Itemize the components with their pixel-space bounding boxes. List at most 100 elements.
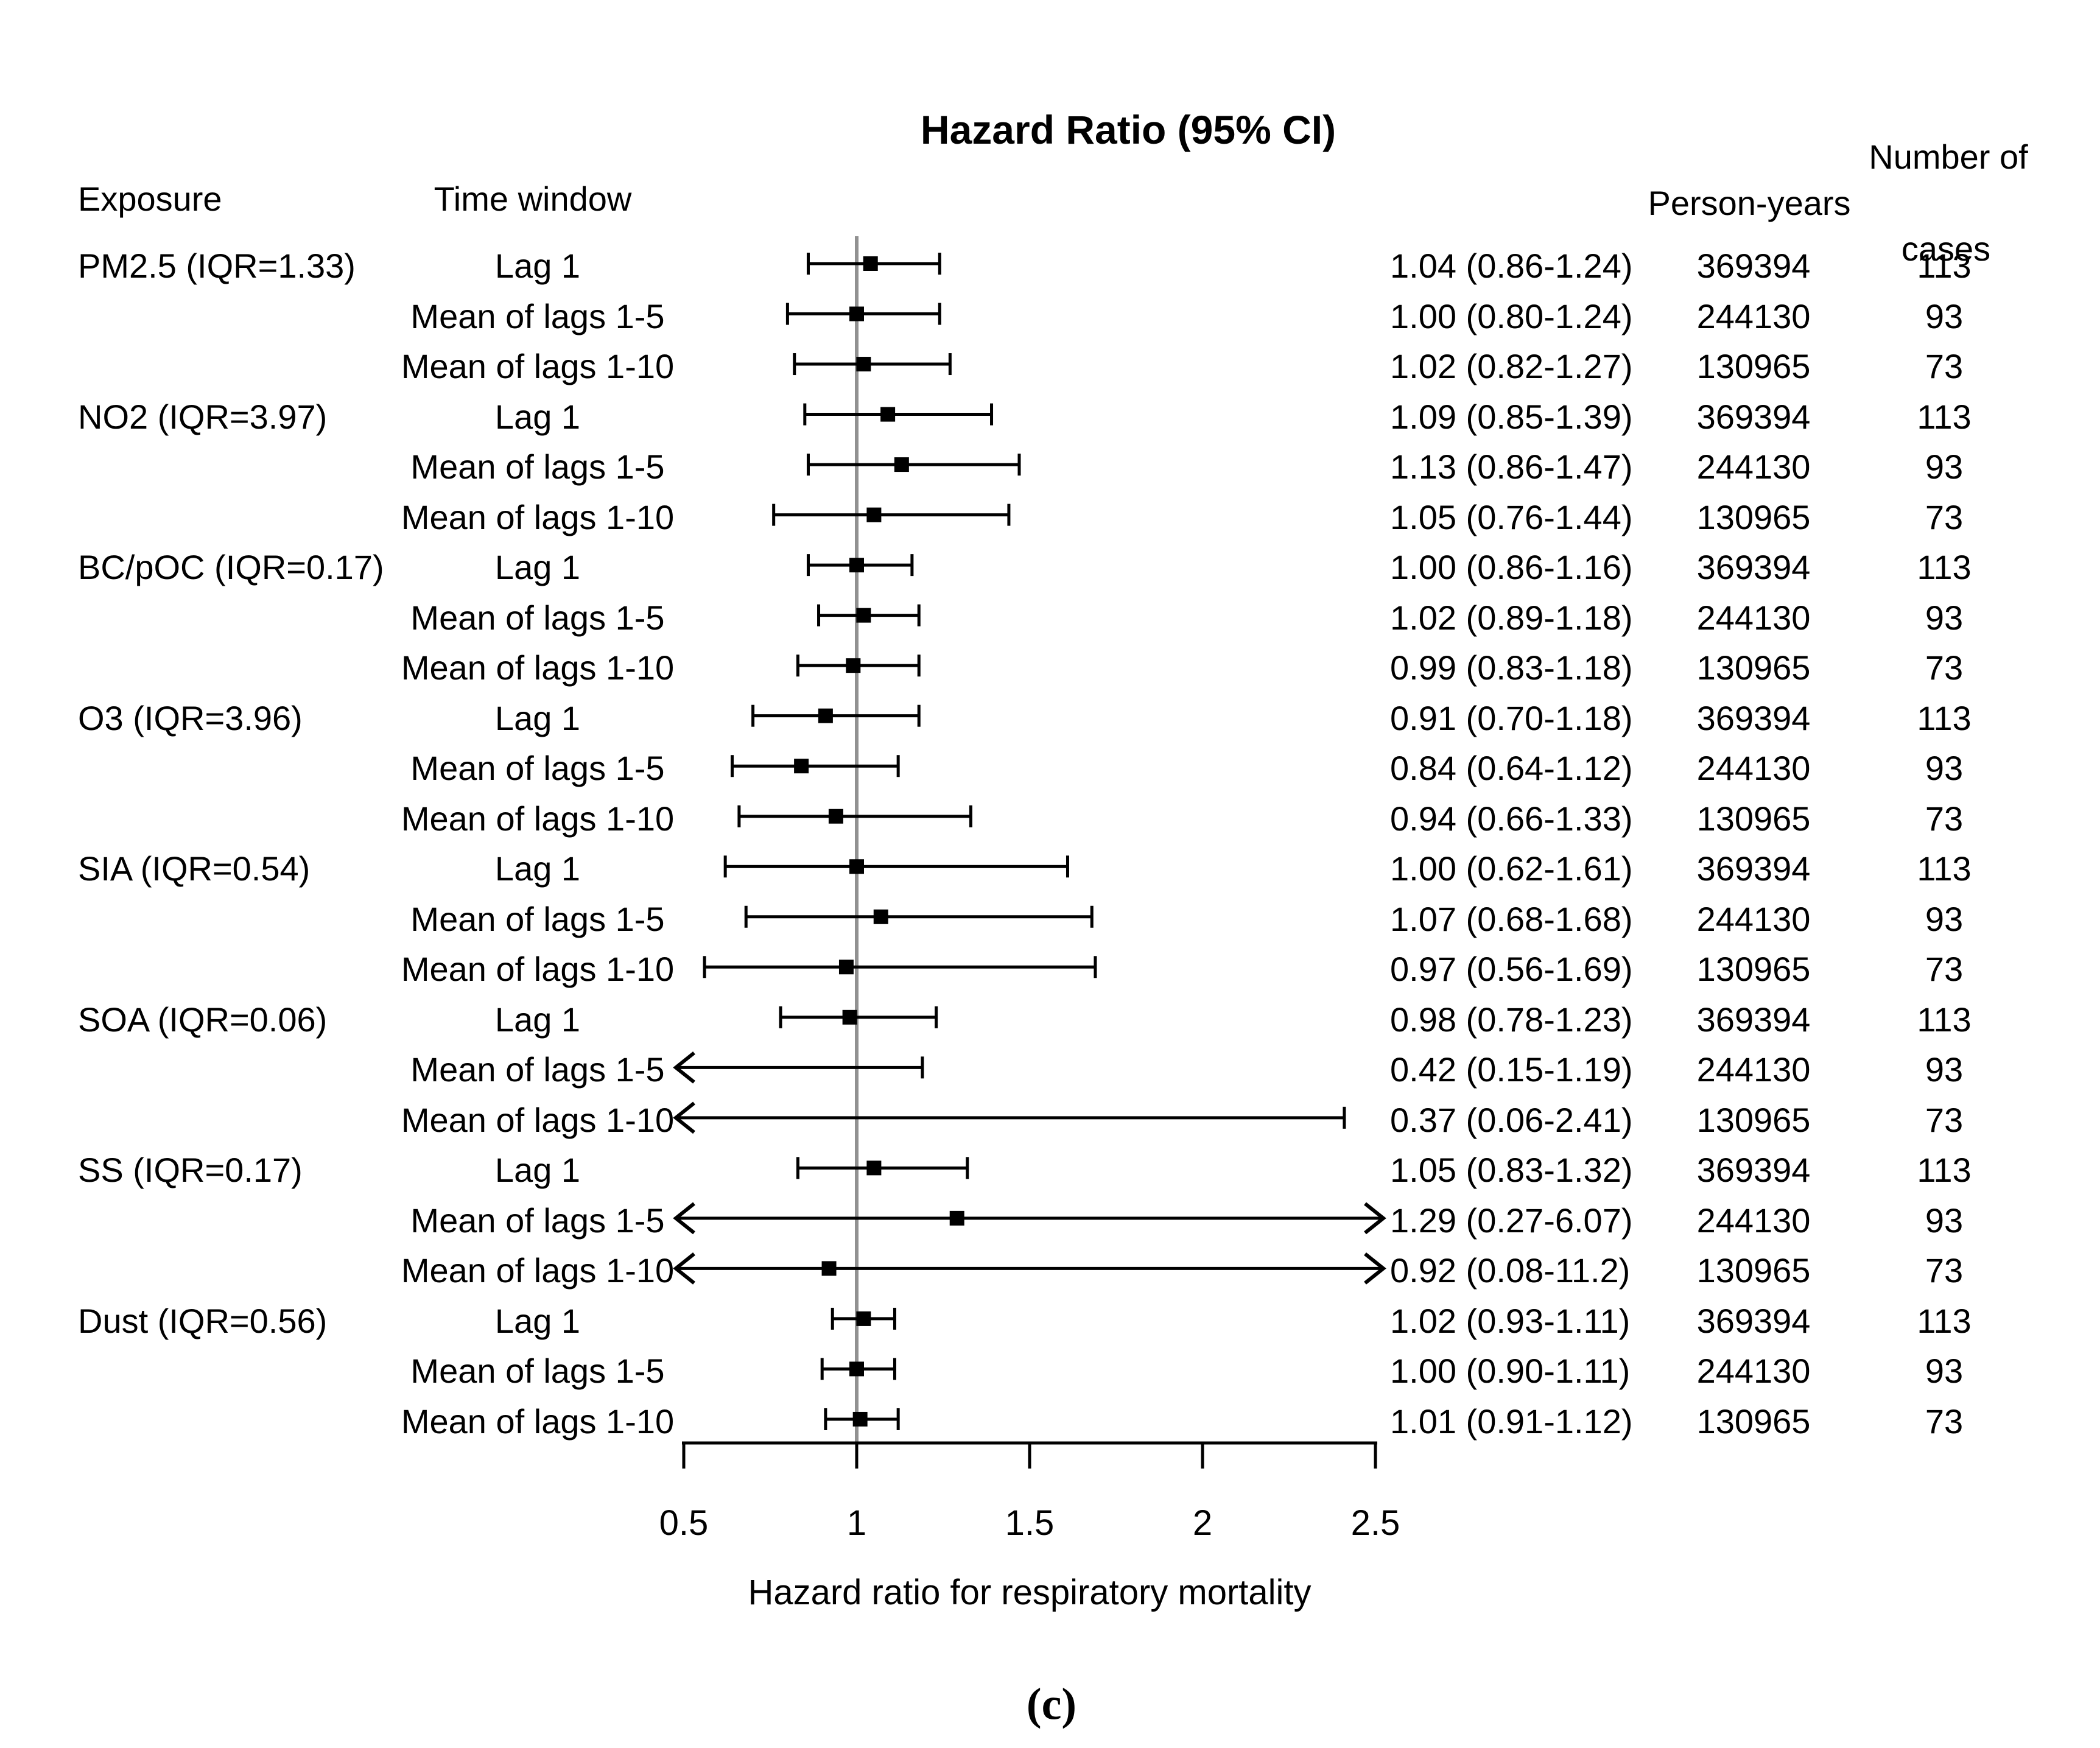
- time-window-label: Lag 1: [494, 1151, 581, 1190]
- number-of-cases-value: 73: [1925, 1101, 1964, 1140]
- time-window-label: Lag 1: [494, 698, 581, 737]
- hr-ci-value: 1.01 (0.91-1.12): [1390, 1402, 1633, 1441]
- time-window-label: Mean of lags 1-10: [401, 1251, 675, 1290]
- hr-ci-value: 1.09 (0.85-1.39): [1390, 397, 1633, 436]
- time-window-label: Mean of lags 1-5: [410, 598, 665, 637]
- number-of-cases-value: 113: [1917, 849, 1972, 888]
- number-of-cases-value: 93: [1925, 1050, 1964, 1089]
- hr-ci-value: 1.13 (0.86-1.47): [1390, 448, 1633, 486]
- hr-ci-value: 0.42 (0.15-1.19): [1390, 1050, 1633, 1089]
- time-window-label: Lag 1: [494, 1302, 581, 1341]
- point-estimate-marker: [856, 357, 871, 372]
- point-estimate-marker: [873, 909, 888, 924]
- time-window-label: Mean of lags 1-10: [401, 1402, 675, 1441]
- number-of-cases-value: 73: [1925, 1402, 1964, 1441]
- person-years-value: 130965: [1696, 648, 1811, 687]
- hr-ci-value: 1.05 (0.83-1.32): [1390, 1151, 1633, 1190]
- column-header-number-of-cases-line1: Number of: [1869, 138, 2028, 177]
- number-of-cases-value: 73: [1925, 648, 1964, 687]
- point-estimate-marker: [849, 306, 864, 321]
- x-tick-label: 0.5: [659, 1503, 709, 1543]
- column-header-person-years: Person-years: [1648, 184, 1851, 223]
- number-of-cases-value: 113: [1917, 548, 1972, 587]
- hr-ci-value: 0.84 (0.64-1.12): [1390, 749, 1633, 788]
- time-window-label: Mean of lags 1-5: [410, 297, 665, 335]
- person-years-value: 130965: [1696, 1402, 1811, 1441]
- time-window-label: Mean of lags 1-10: [401, 347, 675, 386]
- hr-ci-value: 1.00 (0.86-1.16): [1390, 548, 1633, 587]
- point-estimate-marker: [880, 407, 896, 422]
- hr-ci-value: 1.04 (0.86-1.24): [1390, 247, 1633, 286]
- person-years-value: 130965: [1696, 347, 1811, 386]
- exposure-label: SIA (IQR=0.54): [78, 849, 311, 888]
- exposure-label: Dust (IQR=0.56): [78, 1302, 328, 1341]
- hr-ci-value: 0.99 (0.83-1.18): [1390, 648, 1633, 687]
- number-of-cases-value: 113: [1917, 1151, 1972, 1190]
- x-tick-label: 2: [1192, 1503, 1213, 1543]
- column-header-exposure: Exposure: [78, 180, 222, 219]
- point-estimate-marker: [849, 558, 864, 573]
- x-tick-label: 1: [846, 1503, 867, 1543]
- person-years-value: 369394: [1696, 698, 1811, 737]
- number-of-cases-value: 93: [1925, 598, 1964, 637]
- number-of-cases-value: 73: [1925, 1251, 1964, 1290]
- hr-ci-value: 1.00 (0.90-1.11): [1390, 1352, 1631, 1391]
- person-years-value: 244130: [1696, 749, 1811, 788]
- time-window-label: Lag 1: [494, 397, 581, 436]
- chart-title: Hazard Ratio (95% CI): [920, 107, 1336, 152]
- column-header-time-window: Time window: [434, 180, 632, 219]
- person-years-value: 244130: [1696, 1050, 1811, 1089]
- figure-caption: (c): [1026, 1679, 1077, 1730]
- hr-ci-value: 0.92 (0.08-11.2): [1390, 1251, 1631, 1290]
- point-estimate-marker: [794, 759, 809, 774]
- number-of-cases-value: 93: [1925, 297, 1964, 335]
- person-years-value: 130965: [1696, 799, 1811, 838]
- hr-ci-value: 1.00 (0.80-1.24): [1390, 297, 1633, 335]
- person-years-value: 244130: [1696, 899, 1811, 938]
- exposure-label: BC/pOC (IQR=0.17): [78, 548, 384, 587]
- point-estimate-marker: [856, 1311, 871, 1326]
- number-of-cases-value: 73: [1925, 950, 1964, 989]
- person-years-value: 244130: [1696, 1201, 1811, 1240]
- person-years-value: 369394: [1696, 548, 1811, 587]
- person-years-value: 244130: [1696, 448, 1811, 486]
- number-of-cases-value: 113: [1917, 698, 1972, 737]
- time-window-label: Mean of lags 1-10: [401, 497, 675, 536]
- number-of-cases-value: 113: [1917, 247, 1972, 286]
- number-of-cases-value: 93: [1925, 749, 1964, 788]
- time-window-label: Mean of lags 1-10: [401, 950, 675, 989]
- person-years-value: 130965: [1696, 950, 1811, 989]
- column-header-number-of-cases-line2: cases: [1901, 230, 1991, 269]
- hr-ci-value: 0.37 (0.06-2.41): [1390, 1101, 1633, 1140]
- person-years-value: 244130: [1696, 297, 1811, 335]
- person-years-value: 369394: [1696, 397, 1811, 436]
- number-of-cases-value: 93: [1925, 1352, 1964, 1391]
- ci-right-arrow: [1364, 1252, 1386, 1285]
- person-years-value: 130965: [1696, 1101, 1811, 1140]
- x-tick-label: 1.5: [1005, 1503, 1055, 1543]
- person-years-value: 369394: [1696, 849, 1811, 888]
- point-estimate-marker: [828, 809, 843, 824]
- number-of-cases-value: 73: [1925, 347, 1964, 386]
- hr-ci-value: 1.02 (0.82-1.27): [1390, 347, 1633, 386]
- number-of-cases-value: 113: [1917, 1000, 1972, 1039]
- time-window-label: Mean of lags 1-10: [401, 799, 675, 838]
- time-window-label: Mean of lags 1-5: [410, 448, 665, 486]
- person-years-value: 369394: [1696, 247, 1811, 286]
- exposure-label: SS (IQR=0.17): [78, 1151, 303, 1190]
- point-estimate-marker: [894, 457, 909, 472]
- hr-ci-value: 0.97 (0.56-1.69): [1390, 950, 1633, 989]
- point-estimate-marker: [838, 960, 854, 975]
- time-window-label: Mean of lags 1-10: [401, 1101, 675, 1140]
- hr-ci-value: 0.94 (0.66-1.33): [1390, 799, 1633, 838]
- time-window-label: Mean of lags 1-5: [410, 899, 665, 938]
- time-window-label: Lag 1: [494, 548, 581, 587]
- time-window-label: Lag 1: [494, 849, 581, 888]
- point-estimate-marker: [849, 859, 864, 874]
- number-of-cases-value: 93: [1925, 1201, 1964, 1240]
- person-years-value: 369394: [1696, 1302, 1811, 1341]
- point-estimate-marker: [866, 507, 882, 522]
- ci-right-arrow: [1364, 1202, 1386, 1235]
